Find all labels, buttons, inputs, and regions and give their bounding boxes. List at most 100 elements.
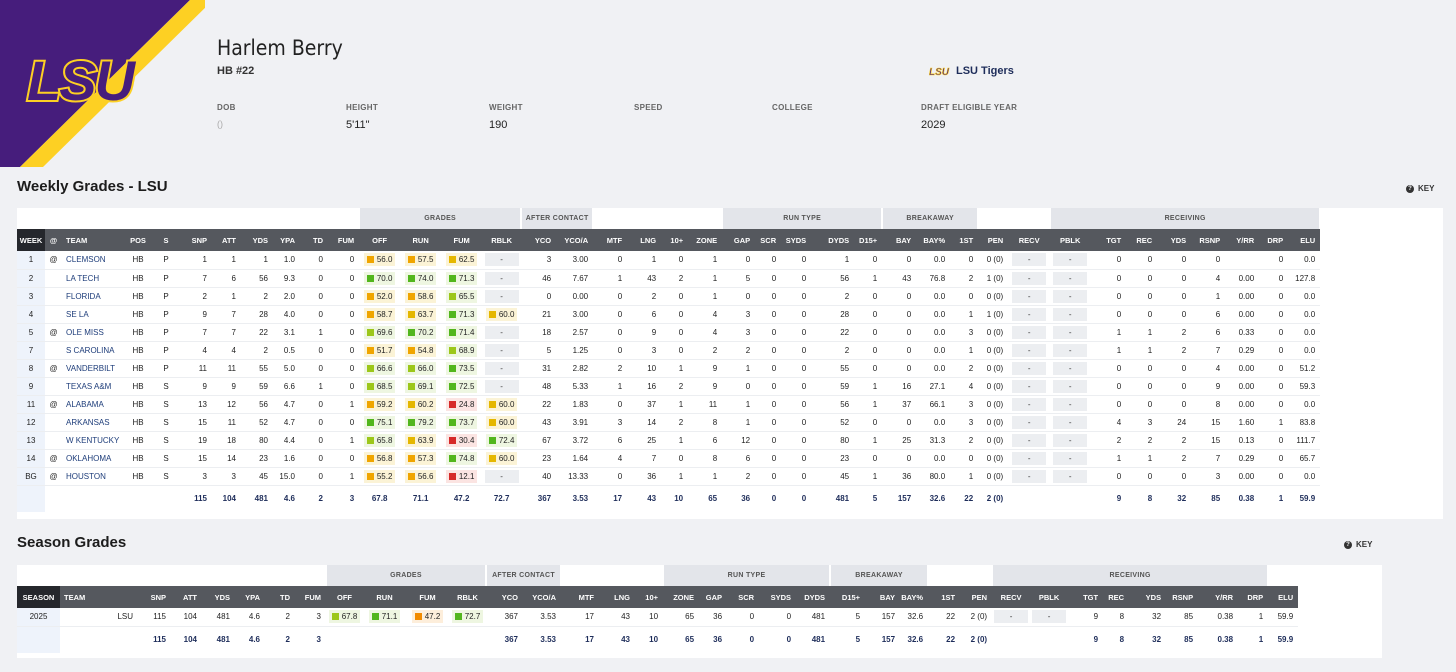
column-header-pblk[interactable]: PBLK xyxy=(1030,586,1069,608)
stat-cell xyxy=(60,625,138,653)
team-link[interactable]: CLEMSON xyxy=(62,251,121,270)
column-header-bay[interactable]: BAY xyxy=(865,586,901,608)
grade-cell: 52.0 xyxy=(359,287,401,306)
column-header-bay[interactable]: BAY xyxy=(882,229,917,251)
column-header-yds[interactable]: YDS xyxy=(241,229,273,251)
column-header-gap[interactable]: GAP xyxy=(699,586,728,608)
column-header-mtf[interactable]: MTF xyxy=(593,229,628,251)
team-link[interactable]: TEXAS A&M xyxy=(62,377,121,396)
column-header-rblk[interactable]: RBLK xyxy=(449,586,486,608)
column-header--[interactable]: @ xyxy=(45,229,62,251)
team-link[interactable]: LSU LSU Tigers xyxy=(929,65,1014,77)
column-header-yco[interactable]: YCO xyxy=(486,586,523,608)
column-header-ypa[interactable]: YPA xyxy=(235,586,265,608)
column-header-snp[interactable]: SNP xyxy=(138,586,171,608)
column-header-off[interactable]: OFF xyxy=(359,229,401,251)
column-header-fum[interactable]: FUM xyxy=(328,229,360,251)
column-header-10-[interactable]: 10+ xyxy=(661,229,689,251)
column-header-tgt[interactable]: TGT xyxy=(1068,586,1104,608)
column-header-rsnp[interactable]: RSNP xyxy=(1191,229,1226,251)
column-header-att[interactable]: ATT xyxy=(171,586,202,608)
column-header-team[interactable]: TEAM xyxy=(62,229,121,251)
team-link[interactable]: S CAROLINA xyxy=(62,341,121,360)
column-header-yds[interactable]: YDS xyxy=(1157,229,1192,251)
column-header-1st[interactable]: 1ST xyxy=(928,586,961,608)
column-header-d15-[interactable]: D15+ xyxy=(830,586,866,608)
column-header-pblk[interactable]: PBLK xyxy=(1050,229,1091,251)
column-header-rblk[interactable]: RBLK xyxy=(482,229,522,251)
column-header-pen[interactable]: PEN xyxy=(978,229,1009,251)
column-header-scr[interactable]: SCR xyxy=(755,229,782,251)
column-header-rsnp[interactable]: RSNP xyxy=(1166,586,1199,608)
column-header-td[interactable]: TD xyxy=(265,586,295,608)
column-header-recv[interactable]: RECV xyxy=(1008,229,1051,251)
column-header-mtf[interactable]: MTF xyxy=(561,586,599,608)
column-header-dyds[interactable]: DYDS xyxy=(811,229,855,251)
stat-cell: 6 xyxy=(627,305,662,324)
stat-cell: 0 xyxy=(661,287,689,306)
stat-cell: 9 xyxy=(177,305,212,324)
column-header-y-rr[interactable]: Y/RR xyxy=(1198,586,1239,608)
column-header-recv[interactable]: RECV xyxy=(992,586,1031,608)
column-header-off[interactable]: OFF xyxy=(326,586,363,608)
column-header-yds[interactable]: YDS xyxy=(1129,586,1167,608)
team-link[interactable]: FLORIDA xyxy=(62,287,121,306)
column-header-scr[interactable]: SCR xyxy=(727,586,760,608)
column-header-pen[interactable]: PEN xyxy=(960,586,993,608)
column-header-season[interactable]: SEASON xyxy=(17,586,60,608)
column-header-yco-a[interactable]: YCO/A xyxy=(523,586,561,608)
column-header-yco-a[interactable]: YCO/A xyxy=(556,229,594,251)
column-header-team[interactable]: TEAM xyxy=(60,586,138,608)
team-link[interactable]: ARKANSAS xyxy=(62,413,121,432)
column-header-syds[interactable]: SYDS xyxy=(781,229,812,251)
column-header-zone[interactable]: ZONE xyxy=(663,586,700,608)
column-header-rec[interactable]: REC xyxy=(1126,229,1158,251)
column-header-tgt[interactable]: TGT xyxy=(1090,229,1127,251)
column-header-drp[interactable]: DRP xyxy=(1259,229,1289,251)
weekly-key-button[interactable]: ? KEY xyxy=(1406,184,1434,193)
column-header-ypa[interactable]: YPA xyxy=(273,229,300,251)
column-header-s[interactable]: S xyxy=(155,229,177,251)
column-header-fum[interactable]: FUM xyxy=(295,586,326,608)
column-header-bay-[interactable]: BAY% xyxy=(916,229,951,251)
column-header-yco[interactable]: YCO xyxy=(521,229,557,251)
team-link[interactable]: W KENTUCKY xyxy=(62,431,121,450)
column-header-lng[interactable]: LNG xyxy=(627,229,662,251)
team-link[interactable]: LA TECH xyxy=(62,269,121,288)
column-header-lng[interactable]: LNG xyxy=(599,586,635,608)
column-header-elu[interactable]: ELU xyxy=(1288,229,1321,251)
column-header-fum[interactable]: FUM xyxy=(406,586,449,608)
column-header-10-[interactable]: 10+ xyxy=(635,586,664,608)
column-header-rec[interactable]: REC xyxy=(1103,586,1130,608)
column-header-run[interactable]: RUN xyxy=(363,586,406,608)
column-header-pos[interactable]: POS xyxy=(121,229,155,251)
column-header-yds[interactable]: YDS xyxy=(202,586,235,608)
column-header-bay-[interactable]: BAY% xyxy=(900,586,929,608)
stat-cell: S xyxy=(155,431,177,450)
empty-grade: - xyxy=(1012,343,1047,357)
grade-cell: 63.7 xyxy=(400,305,442,324)
team-link[interactable]: VANDERBILT xyxy=(62,359,121,378)
column-header-snp[interactable]: SNP xyxy=(177,229,212,251)
team-link[interactable]: OKLAHOMA xyxy=(62,449,121,468)
team-link[interactable]: ALABAMA xyxy=(62,395,121,414)
column-header-gap[interactable]: GAP xyxy=(722,229,756,251)
column-header-run[interactable]: RUN xyxy=(400,229,442,251)
season-key-button[interactable]: ? KEY xyxy=(1344,540,1372,549)
team-link[interactable]: OLE MISS xyxy=(62,323,121,342)
column-header-td[interactable]: TD xyxy=(300,229,328,251)
team-link[interactable]: HOUSTON xyxy=(62,467,121,486)
column-header-week[interactable]: WEEK xyxy=(17,229,45,251)
column-header-y-rr[interactable]: Y/RR xyxy=(1225,229,1260,251)
team-link[interactable]: SE LA xyxy=(62,305,121,324)
column-header-1st[interactable]: 1ST xyxy=(950,229,979,251)
column-header-d15-[interactable]: D15+ xyxy=(854,229,883,251)
column-header-syds[interactable]: SYDS xyxy=(759,586,797,608)
column-header-att[interactable]: ATT xyxy=(212,229,241,251)
column-header-elu[interactable]: ELU xyxy=(1268,586,1299,608)
stat-cell: S xyxy=(155,413,177,432)
column-header-fum[interactable]: FUM xyxy=(441,229,483,251)
column-header-zone[interactable]: ZONE xyxy=(688,229,723,251)
column-header-dyds[interactable]: DYDS xyxy=(796,586,831,608)
column-header-drp[interactable]: DRP xyxy=(1238,586,1269,608)
